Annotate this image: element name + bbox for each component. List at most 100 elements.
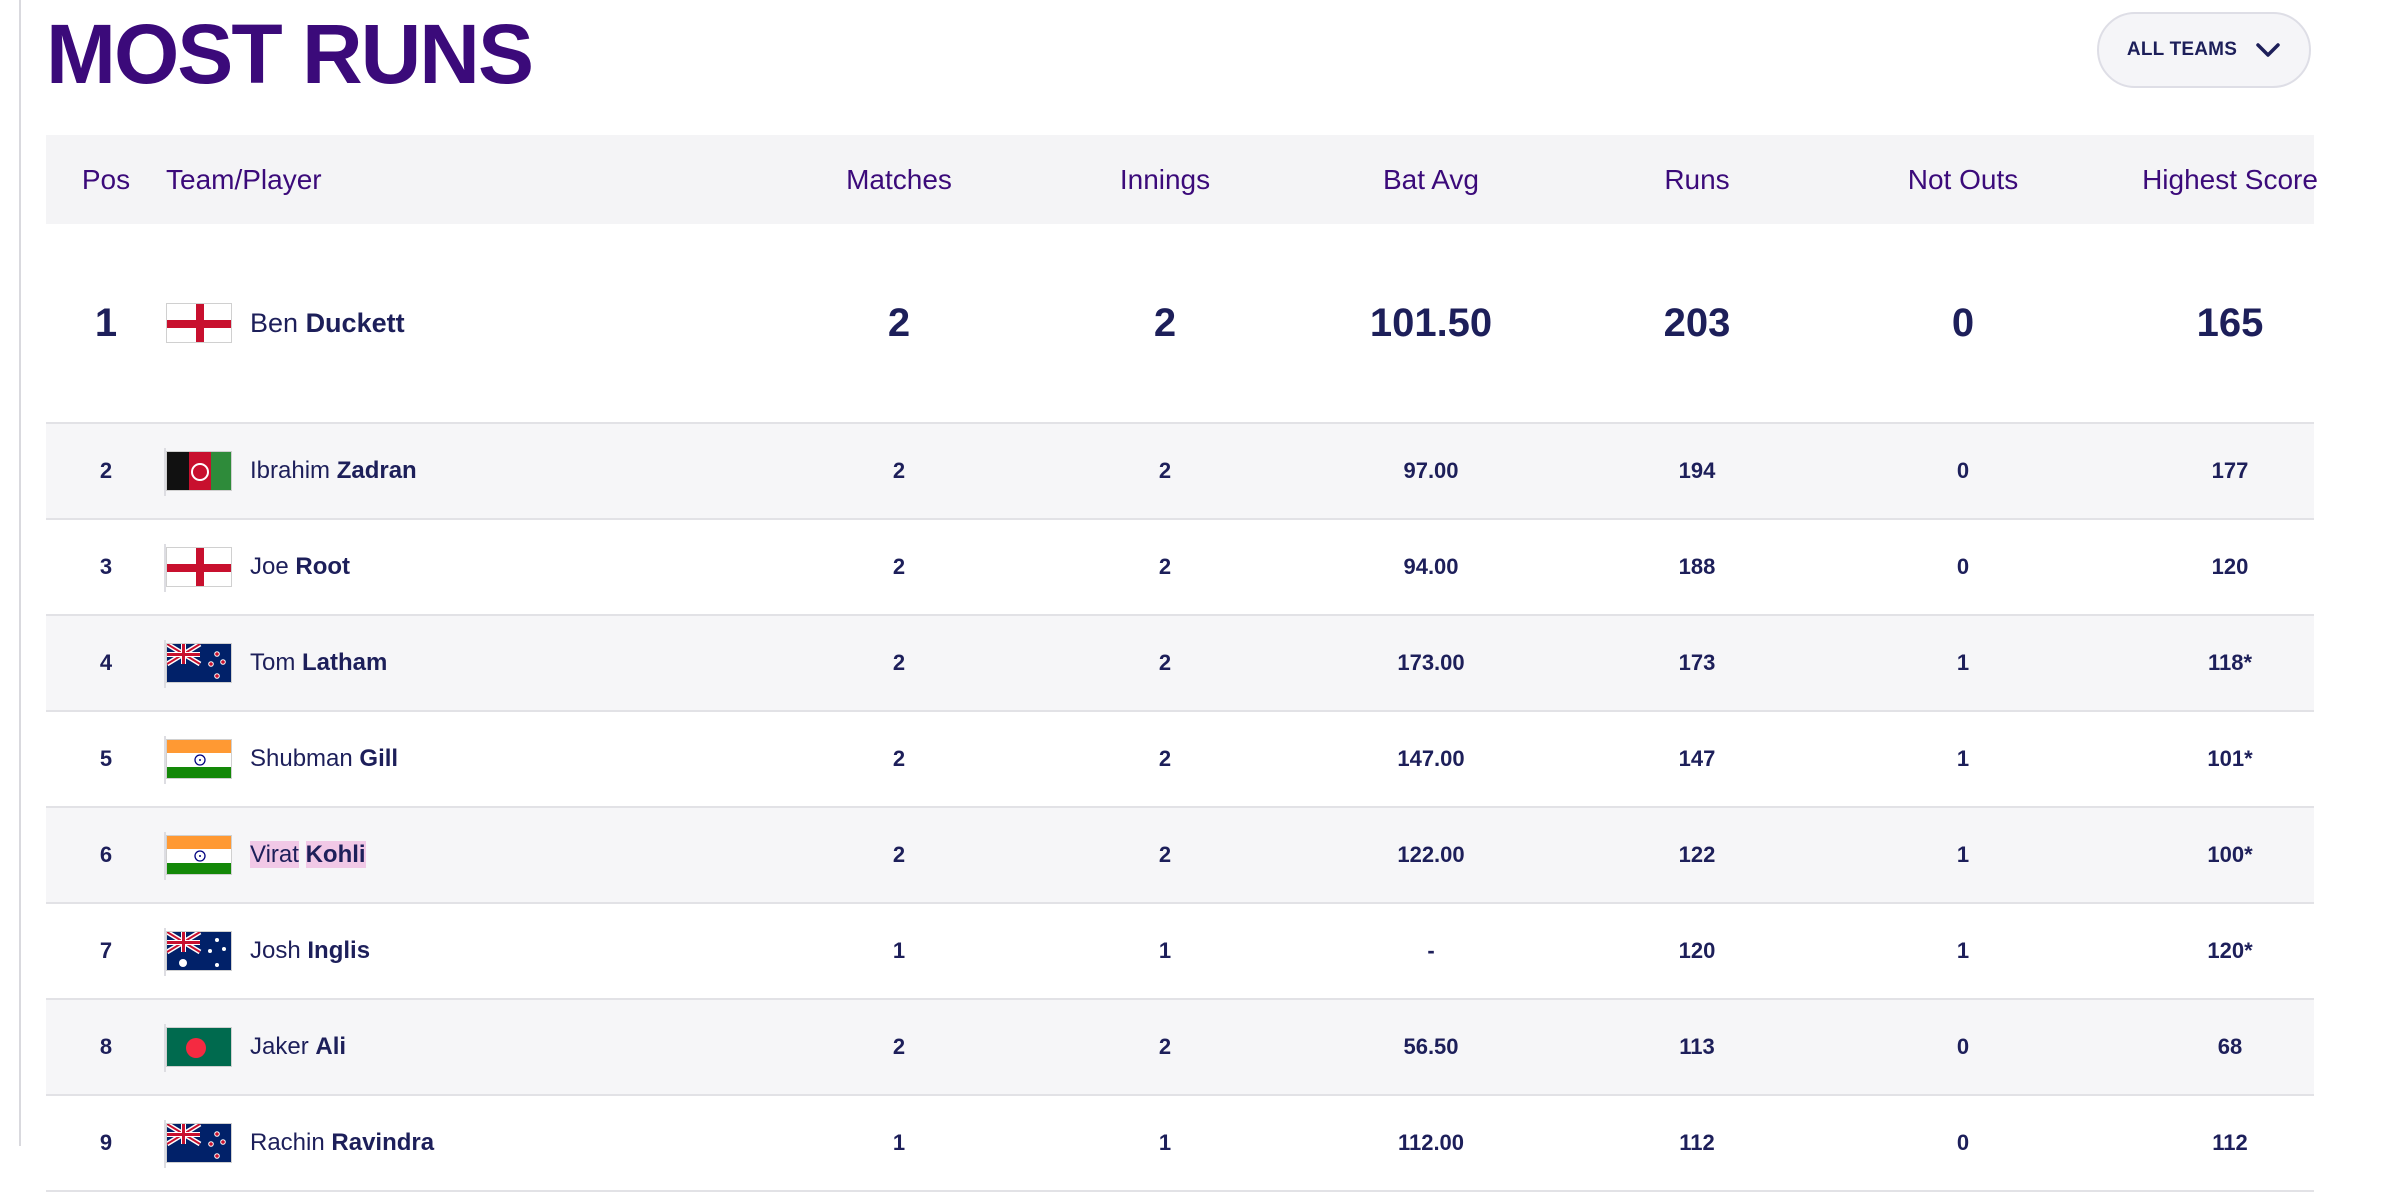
row-position: 7 [46,904,166,998]
header-runs[interactable]: Runs [1664,163,1730,195]
row-runs: 112 [1679,1130,1715,1155]
table-row[interactable]: 8 Jaker Ali 2 2 56.50 113 0 68 [46,1000,2314,1096]
row-highest-score: 112 [2212,1130,2248,1155]
row-matches: 2 [892,554,906,579]
row-not-outs: 0 [1956,554,1970,579]
row-position: 9 [46,1096,166,1190]
header-team-player[interactable]: Team/Player [166,163,322,195]
player-last-name: Ravindra [331,1129,435,1156]
player-name[interactable]: Ibrahim Zadran [250,457,417,485]
player-first-name: Josh [250,937,301,964]
row-player[interactable]: Ibrahim Zadran [166,424,766,518]
table-row[interactable]: 7 Josh Inglis 1 1 - 120 1 120* [46,904,2314,1000]
row-matches: 2 [887,300,911,345]
row-runs: 120 [1678,938,1716,963]
row-runs: 194 [1678,458,1716,483]
row-player[interactable]: Joe Root [166,520,766,614]
england-flag-icon [166,547,232,587]
row-highest-score: 100* [2207,842,2253,867]
row-not-outs: 0 [1956,1130,1970,1155]
row-player[interactable]: Tom Latham [166,616,766,710]
row-matches: 2 [892,842,906,867]
row-not-outs: 1 [1956,842,1970,867]
player-name[interactable]: Shubman Gill [250,745,398,773]
row-position: 6 [46,808,166,902]
row-innings: 2 [1158,650,1172,675]
row-innings: 2 [1158,554,1172,579]
row-runs: 203 [1663,300,1731,345]
row-innings: 2 [1153,300,1177,345]
chevron-down-icon [2256,43,2280,57]
row-player[interactable]: Shubman Gill [166,712,766,806]
india-flag-icon [166,739,232,779]
team-filter-dropdown[interactable]: ALL TEAMS [2097,12,2311,88]
header-bat-avg[interactable]: Bat Avg [1382,163,1479,195]
row-highest-score: 118* [2207,650,2253,675]
row-highest-score: 120 [2211,554,2249,579]
table-row[interactable]: 4 Tom Latham 2 2 173.00 173 1 118* [46,616,2314,712]
row-bat-avg: 173.00 [1397,650,1465,675]
row-position: 2 [46,424,166,518]
row-innings: 1 [1158,1130,1172,1155]
table-row[interactable]: 2 Ibrahim Zadran 2 2 97.00 194 0 177 [46,424,2314,520]
player-name[interactable]: Ben Duckett [250,308,405,339]
row-bat-avg: 112.00 [1397,1130,1465,1155]
afghanistan-flag-icon [166,451,232,491]
player-last-name: Gill [359,745,399,772]
header-matches[interactable]: Matches [846,163,952,195]
header-pos[interactable]: Pos [81,163,131,195]
row-position: 3 [46,520,166,614]
row-runs: 188 [1678,554,1716,579]
bangladesh-flag-icon [166,1027,232,1067]
table-row-featured[interactable]: 1 Ben Duckett 2 2 101.50 203 0 165 [46,224,2314,424]
header-highest-score[interactable]: Highest Score [2142,163,2318,195]
row-bat-avg: 101.50 [1369,300,1493,345]
row-position: 5 [46,712,166,806]
row-innings: 1 [1158,938,1172,963]
row-not-outs: 1 [1956,650,1970,675]
player-first-name: Ibrahim [250,457,331,484]
row-player[interactable]: Jaker Ali [166,1000,766,1094]
table-row[interactable]: 3 Joe Root 2 2 94.00 188 0 120 [46,520,2314,616]
row-highest-score: 101* [2207,746,2253,771]
player-last-name: Latham [302,649,388,676]
row-not-outs: 0 [1956,1034,1970,1059]
page-title: MOST RUNS [46,7,534,101]
player-last-name: Ali [315,1033,347,1060]
player-last-name: Duckett [305,307,405,338]
row-highest-score: 177 [2211,458,2249,483]
row-runs: 113 [1679,1034,1715,1059]
row-innings: 2 [1158,746,1172,771]
row-position: 8 [46,1000,166,1094]
new-zealand-flag-icon [166,643,232,683]
row-not-outs: 0 [1951,300,1975,345]
most-runs-table: Pos Team/Player Matches Innings Bat Avg … [46,135,2318,1192]
row-bat-avg: 147.00 [1397,746,1465,771]
table-row[interactable]: 5 Shubman Gill 2 2 147.00 147 1 101* [46,712,2314,808]
row-position: 4 [46,616,166,710]
team-filter-label: ALL TEAMS [2126,39,2238,60]
row-player[interactable]: Ben Duckett [166,224,766,422]
player-name[interactable]: Josh Inglis [250,937,370,965]
row-bat-avg: 94.00 [1403,554,1459,579]
england-flag-icon [166,303,232,343]
table-row[interactable]: 6 Virat Kohli 2 2 122.00 122 1 100* [46,808,2314,904]
player-last-name: Inglis [307,937,371,964]
player-name[interactable]: Rachin Ravindra [250,1129,434,1157]
player-name[interactable]: Tom Latham [250,649,387,677]
player-last-name: Zadran [336,457,417,484]
row-innings: 2 [1158,1034,1172,1059]
header-not-outs[interactable]: Not Outs [1907,163,2019,195]
header-innings[interactable]: Innings [1119,163,1211,195]
row-highest-score: 165 [2196,300,2264,345]
player-name[interactable]: Joe Root [250,553,350,581]
row-matches: 1 [892,1130,906,1155]
row-player[interactable]: Josh Inglis [166,904,766,998]
table-row[interactable]: 9 Rachin Ravindra 1 1 112.00 112 0 112 [46,1096,2314,1192]
player-name[interactable]: Virat Kohli [250,841,366,869]
player-name[interactable]: Jaker Ali [250,1033,346,1061]
row-runs: 122 [1678,842,1716,867]
row-player[interactable]: Virat Kohli [166,808,766,902]
table-header: Pos Team/Player Matches Innings Bat Avg … [46,135,2318,224]
row-player[interactable]: Rachin Ravindra [166,1096,766,1190]
